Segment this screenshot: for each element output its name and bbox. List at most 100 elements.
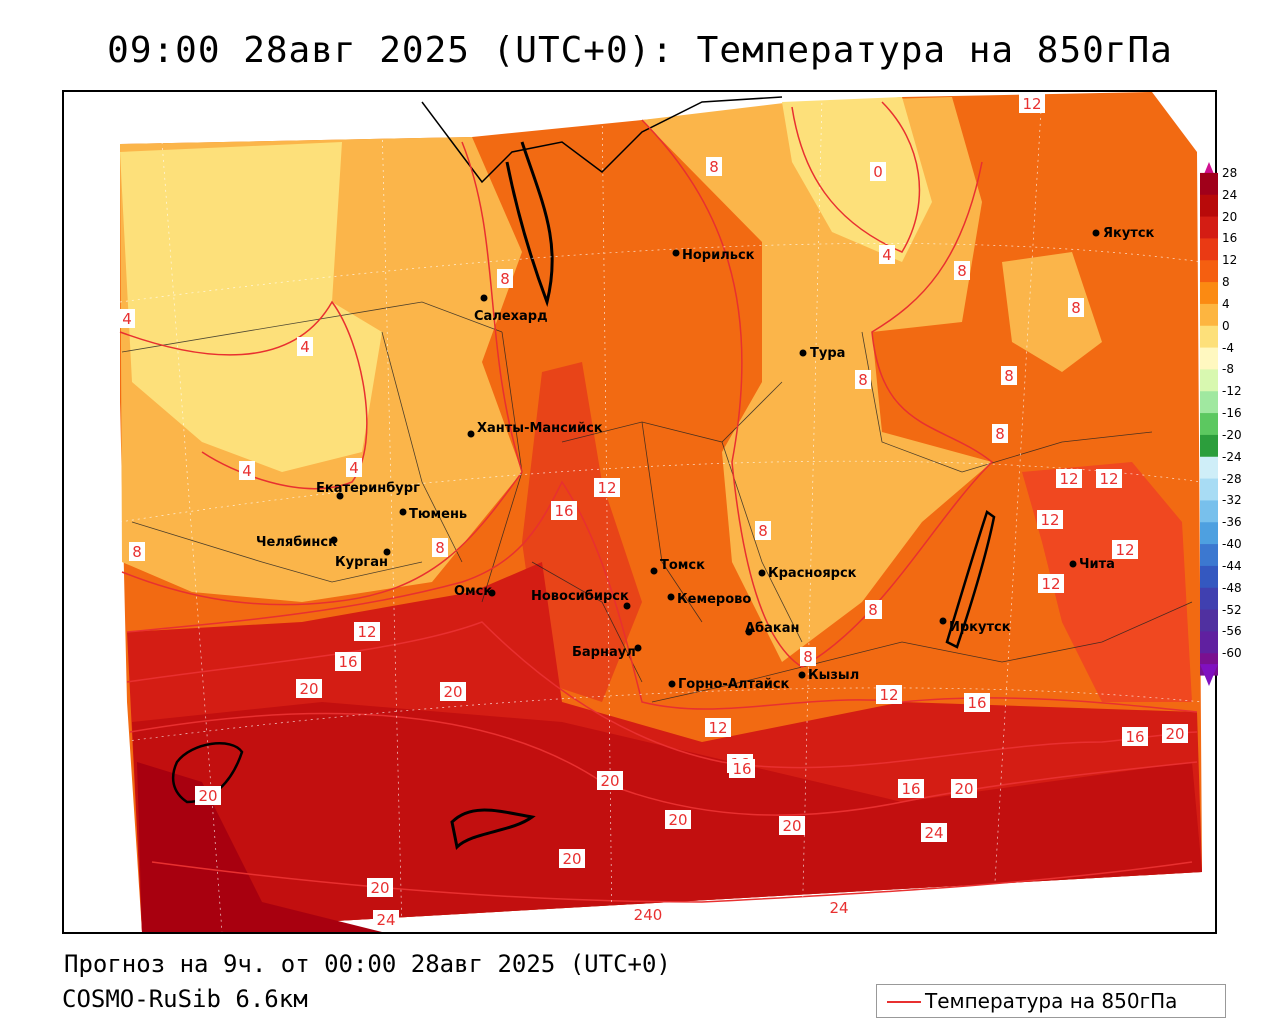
aral-sea <box>171 742 244 804</box>
colorbar-svg <box>1200 162 1218 686</box>
isotherm-label-bg <box>1038 574 1064 593</box>
isotherm-label: 4 <box>242 462 252 480</box>
isotherm-label: 16 <box>554 502 573 520</box>
isotherm-label-bg <box>129 542 145 561</box>
colorbar-segment <box>1200 478 1218 501</box>
isotherm-label: 16 <box>338 653 357 671</box>
colorbar-segment <box>1200 413 1218 436</box>
model-name: COSMO-RuSib 6.6км <box>62 985 308 1013</box>
city-name: Иркутск <box>949 620 1011 635</box>
isotherm-label-bg <box>779 816 805 835</box>
baikal-lake <box>945 509 996 649</box>
isotherm-label: 8 <box>858 371 868 389</box>
isotherm-label-bg <box>559 849 585 868</box>
city-name: Омск <box>454 584 492 599</box>
city-marker <box>758 569 766 577</box>
isotherm-label-bg <box>1037 510 1063 529</box>
city-marker <box>650 567 658 575</box>
legend-label: Температура на 850гПа <box>925 989 1178 1013</box>
isotherm-label-bg <box>1001 366 1017 385</box>
isotherm-label-bg <box>630 905 666 924</box>
colorbar-segment <box>1200 194 1218 218</box>
isotherm-label: 8 <box>435 539 445 557</box>
city-marker <box>799 349 807 357</box>
isotherm-label-bg <box>964 693 990 712</box>
city-label-group: Норильск Якутск Салехард Тура Ханты-Мансийск… <box>256 226 1155 692</box>
isotherm-label: 20 <box>299 680 318 698</box>
isotherm-label-bg <box>1056 469 1082 488</box>
colorbar-tick-label: -60 <box>1222 646 1242 661</box>
isotherm-label-bg <box>297 337 313 356</box>
isotherm-label: 4 <box>122 310 132 328</box>
isotherm-label: 12 <box>879 686 898 704</box>
colorbar-segment <box>1200 216 1218 239</box>
isotherm-label-bg <box>354 622 380 641</box>
city-marker <box>939 617 947 625</box>
isotherm-label-bg <box>992 424 1008 443</box>
isotherm-label: 12 <box>1022 95 1041 113</box>
isotherm-label: 24 <box>829 899 848 917</box>
isotherm-label: 16 <box>1125 728 1144 746</box>
colorbar-segment <box>1200 587 1218 611</box>
colorbar-tick-label: -12 <box>1222 384 1242 399</box>
isotherm-label: 12 <box>1115 541 1134 559</box>
isotherm-label-bg <box>239 461 255 480</box>
colorbar-segment <box>1200 500 1218 523</box>
city-name: Томск <box>660 558 705 573</box>
isotherm-label-bg <box>597 771 623 790</box>
isotherm-label: 12 <box>357 623 376 641</box>
colorbar-segment <box>1200 238 1218 261</box>
colorbar-segment <box>1200 325 1218 349</box>
isotherm-label: 20 <box>198 787 217 805</box>
colorbar-tick-label: -4 <box>1222 340 1234 355</box>
colorbar-tick-label: 16 <box>1222 231 1238 246</box>
legend-line-swatch <box>887 1001 921 1003</box>
balkhash-lake <box>450 808 536 851</box>
city-name: Курган <box>335 555 388 570</box>
city-name: Чита <box>1079 557 1115 572</box>
isotherm-label-bg <box>706 157 722 176</box>
isotherm-label: 8 <box>1071 299 1081 317</box>
isotherm-0 <box>791 101 921 253</box>
city-name: Барнаул <box>572 645 636 660</box>
colorbar-tick-label: -36 <box>1222 515 1242 530</box>
isotherm-label-bg <box>898 779 924 798</box>
isotherm-label: 4 <box>882 246 892 264</box>
isotherm-label-bg <box>729 759 755 778</box>
isotherm-label-bg <box>755 521 771 540</box>
city-marker <box>480 294 488 302</box>
isotherm-label: 12 <box>597 479 616 497</box>
isotherm-label: 20 <box>1165 725 1184 743</box>
isotherm-label-bg <box>865 600 881 619</box>
temp-band-12-16-center <box>522 362 642 702</box>
colorbar-segment <box>1200 631 1218 654</box>
colorbar-tick-label: -16 <box>1222 406 1242 421</box>
isotherm-label-bg <box>800 647 816 666</box>
colorbar-tick-label: -28 <box>1222 471 1242 486</box>
colorbar-segment <box>1200 544 1218 567</box>
isotherm-12 <box>126 480 1198 713</box>
map-legend: Температура на 850гПа <box>876 984 1226 1018</box>
isotherm-label-bg <box>296 679 322 698</box>
colorbar-segment <box>1200 369 1218 392</box>
isotherm-label: 8 <box>709 158 719 176</box>
forecast-info: Прогноз на 9ч. от 00:00 28авг 2025 (UTC+… <box>64 950 671 978</box>
city-marker <box>1092 229 1100 237</box>
isotherm-label: 24 <box>924 824 943 842</box>
isotherm-label-bg <box>855 370 871 389</box>
isotherm-label-bg <box>879 245 895 264</box>
ob-gulf-coast <box>505 141 554 308</box>
graticule <box>119 93 1203 932</box>
isotherm-8-west <box>121 141 523 606</box>
colorbar-segment <box>1200 303 1218 327</box>
isotherm-label: 0 <box>873 163 883 181</box>
city-name: Якутск <box>1103 226 1155 241</box>
isotherm-label: 12 <box>1041 575 1060 593</box>
colorbar-segment <box>1200 347 1218 370</box>
colorbar-tick-label: -52 <box>1222 602 1242 617</box>
city-name: Новосибирск <box>531 589 629 604</box>
city-marker <box>745 628 753 636</box>
isotherm-label-bg <box>335 652 361 671</box>
city-name: Тюмень <box>409 507 467 522</box>
colorbar-segment <box>1200 456 1218 480</box>
